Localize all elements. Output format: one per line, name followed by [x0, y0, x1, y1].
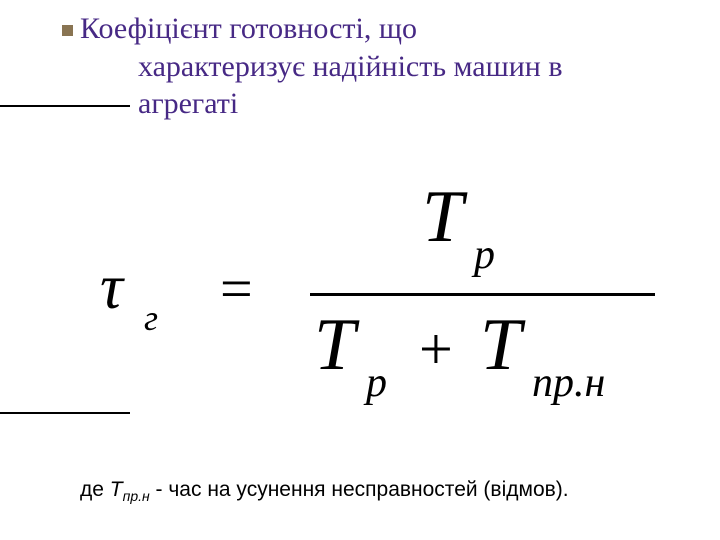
- bullet-square: [62, 25, 73, 36]
- denominator-T1-sub: p: [366, 359, 387, 407]
- divider-bottom: [0, 412, 130, 414]
- caption-prefix: де: [80, 478, 110, 501]
- caption: де Тпр.н - час на усунення несправностей…: [80, 478, 680, 504]
- denominator-T2: T: [480, 303, 521, 388]
- numerator-sub: p: [474, 231, 495, 279]
- fraction-bar: [310, 293, 655, 296]
- caption-var: Т: [110, 478, 123, 501]
- caption-var-sub: пр.н: [123, 488, 150, 504]
- symbol-tau-sub: г: [144, 297, 158, 339]
- divider-top: [0, 105, 130, 107]
- symbol-tau: τ: [100, 250, 123, 324]
- title-line-1: Коефіцієнт готовності, що: [80, 12, 417, 45]
- caption-rest: - час на усунення несправностей (відмов)…: [150, 478, 569, 501]
- denominator-plus: +: [419, 315, 453, 384]
- slide: Коефіцієнт готовності, що характеризує н…: [0, 0, 720, 540]
- denominator-T1: T: [314, 303, 355, 388]
- equals-sign: =: [220, 255, 253, 322]
- slide-title: Коефіцієнт готовності, що характеризує н…: [80, 10, 670, 123]
- denominator-T2-sub: пр.н: [532, 359, 605, 407]
- numerator-T: T: [422, 175, 463, 260]
- title-line-2: характеризує надійність машин в агрегаті: [80, 48, 670, 123]
